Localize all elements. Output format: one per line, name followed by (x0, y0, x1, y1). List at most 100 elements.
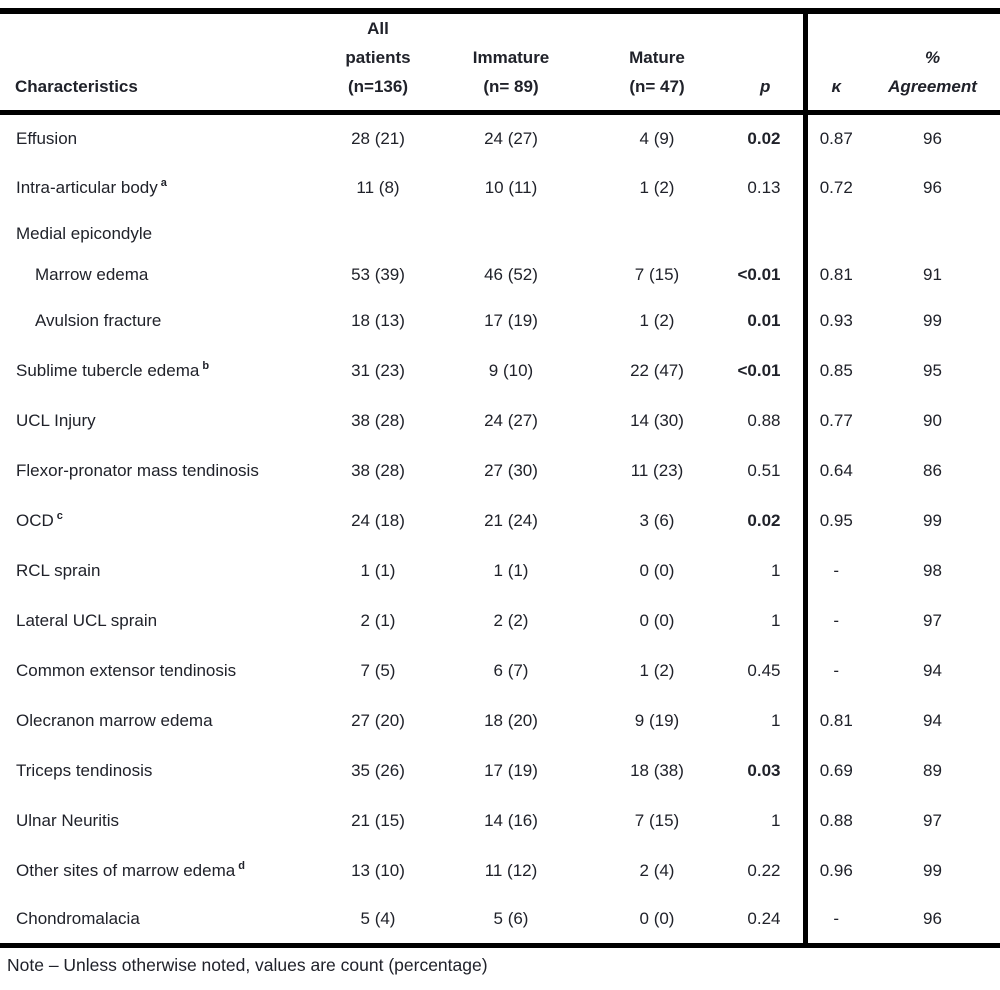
row-label-cell: OCD c (0, 496, 320, 546)
cell-agreement: 99 (923, 860, 942, 880)
row-label-cell: Lateral UCL sprain (0, 596, 320, 646)
cell-all-patients: 7 (5) (360, 660, 396, 680)
cell-mature: 9 (19) (634, 710, 680, 730)
cell-kappa: 0.87 (802, 112, 865, 163)
cell-all-patients: 13 (10) (351, 860, 405, 880)
row-label: Avulsion fracture (35, 310, 162, 330)
cell-all-patients: 38 (28) (351, 410, 405, 430)
row-label-cell: Avulsion fracture (0, 296, 320, 346)
cell-kappa: 0.96 (802, 845, 865, 896)
cell-kappa: 0.64 (802, 445, 865, 496)
cell-agreement: 96 (865, 895, 1000, 948)
cell-agreement: 90 (923, 410, 942, 430)
cell-mature (586, 213, 728, 255)
row-superscript: c (56, 509, 63, 522)
cell-agreement: 96 (923, 128, 942, 148)
row-superscript: d (238, 859, 245, 872)
cell-mature: 0 (0) (639, 560, 675, 580)
cell-agreement: 94 (923, 660, 942, 680)
header-percent-agreement: % Agreement (865, 11, 1000, 115)
cell-kappa: 0.81 (802, 254, 865, 296)
table-row: Ulnar Neuritis 21 (15) 14 (16) 7 (15) 1 … (0, 795, 1000, 846)
cell-p-value: 0.88 (747, 410, 781, 430)
cell-all-patients: 31 (23) (351, 360, 405, 380)
row-label-cell: Effusion (0, 113, 320, 163)
cell-all-patients: 1 (1) (360, 560, 396, 580)
cell-all-patients: 18 (13) (351, 310, 405, 330)
cell-p-value: 0.24 (728, 895, 805, 948)
cell-kappa: 0.95 (802, 495, 865, 546)
cell-immature: 24 (27) (484, 128, 538, 148)
cell-immature: 5 (6) (436, 895, 586, 948)
cell-kappa: 0.72 (802, 162, 865, 213)
cell-immature: 17 (19) (484, 310, 538, 330)
cell-kappa: 0.69 (802, 745, 865, 796)
cell-kappa: - (802, 645, 865, 696)
cell-p-value: 0.02 (747, 128, 781, 148)
row-label-cell: UCL Injury (0, 396, 320, 446)
cell-immature: 27 (30) (484, 460, 538, 480)
cell-kappa: - (802, 545, 865, 596)
cell-mature: 14 (30) (630, 410, 684, 430)
cell-mature: 18 (38) (630, 760, 684, 780)
cell-p-value: 1 (771, 810, 781, 830)
row-label-cell: Common extensor tendinosis (0, 646, 320, 696)
cell-immature (436, 213, 586, 255)
cell-mature: 1 (2) (639, 660, 675, 680)
cell-p-value: 1 (771, 710, 781, 730)
row-label: Effusion (16, 128, 78, 148)
row-label-cell: Triceps tendinosis (0, 746, 320, 796)
table-row: Common extensor tendinosis 7 (5) 6 (7) 1… (0, 645, 1000, 696)
cell-agreement: 97 (923, 810, 942, 830)
table-row: Chondromalacia 5 (4) 5 (6) 0 (0) 0.24 - … (0, 895, 1000, 948)
header-line: Agreement (888, 77, 977, 96)
header-all-patients: All patients (n=136) (320, 11, 436, 115)
cell-kappa: - (802, 895, 865, 948)
cell-immature: 1 (1) (493, 560, 529, 580)
cell-mature: 0 (0) (639, 610, 675, 630)
header-line: % (924, 48, 941, 67)
table-row: Effusion 28 (21) 24 (27) 4 (9) 0.02 0.87… (0, 112, 1000, 163)
row-label: Sublime tubercle edema (16, 360, 200, 380)
row-superscript: b (202, 359, 210, 372)
cell-p-value: 0.13 (747, 177, 781, 197)
row-label-cell: Flexor-pronator mass tendinosis (0, 446, 320, 496)
table-row: Flexor-pronator mass tendinosis 38 (28) … (0, 445, 1000, 496)
header-immature: Immature (n= 89) (436, 11, 586, 115)
row-label-cell: Chondromalacia (0, 895, 320, 948)
cell-mature: 4 (9) (639, 128, 675, 148)
cell-agreement: 97 (923, 610, 942, 630)
cell-agreement: 94 (923, 710, 942, 730)
row-label: Chondromalacia (16, 909, 140, 929)
cell-p-value: 0.03 (747, 760, 781, 780)
cell-all-patients (320, 213, 436, 255)
cell-mature: 3 (6) (639, 510, 675, 530)
header-characteristics: Characteristics (0, 11, 320, 115)
row-label: Triceps tendinosis (16, 760, 153, 780)
cell-agreement: 96 (923, 177, 942, 197)
cell-mature: 22 (47) (630, 360, 684, 380)
cell-mature: 7 (15) (634, 810, 680, 830)
table-row: OCD c 24 (18) 21 (24) 3 (6) 0.02 0.95 99 (0, 495, 1000, 546)
cell-mature: 11 (23) (630, 460, 684, 480)
header-line: Immature (472, 48, 550, 67)
table-row: Other sites of marrow edema d 13 (10) 11 … (0, 845, 1000, 896)
cell-immature: 24 (27) (484, 410, 538, 430)
header-line: Mature (629, 48, 685, 67)
cell-mature: 0 (0) (586, 895, 728, 948)
cell-all-patients: 11 (8) (356, 177, 400, 197)
cell-agreement: 98 (923, 560, 942, 580)
header-line: All (367, 19, 389, 38)
table-note: Note – Unless otherwise noted, values ar… (7, 955, 488, 975)
cell-p-value: 0.01 (747, 310, 781, 330)
cell-mature: 2 (4) (639, 860, 675, 880)
cell-all-patients: 28 (21) (351, 128, 405, 148)
cell-mature: 1 (2) (639, 310, 675, 330)
table-row: Marrow edema 53 (39) 46 (52) 7 (15) <0.0… (0, 254, 1000, 296)
table-row: Medial epicondyle (0, 212, 1000, 255)
row-label: Common extensor tendinosis (16, 660, 237, 680)
cell-kappa: 0.81 (802, 695, 865, 746)
cell-immature: 10 (11) (484, 177, 538, 197)
row-label: Ulnar Neuritis (16, 810, 119, 830)
